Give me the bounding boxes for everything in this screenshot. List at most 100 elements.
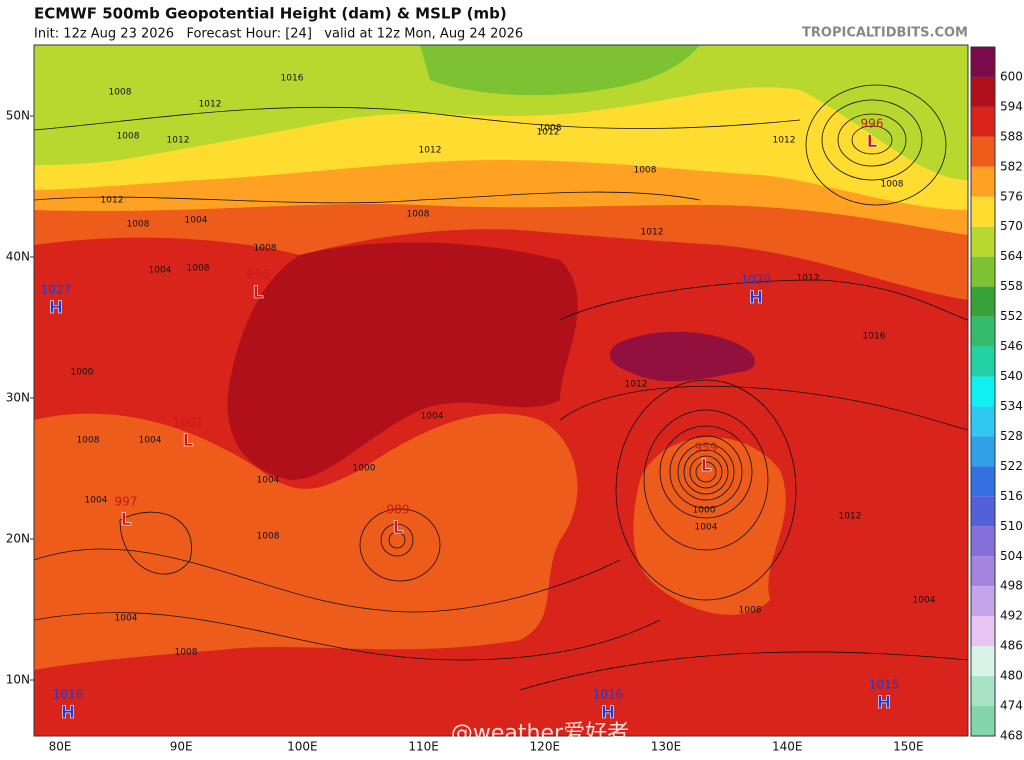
colorbar-label: 546: [1000, 339, 1023, 353]
isobar-label: 1012: [625, 380, 648, 390]
isobar-label: 1008: [881, 180, 904, 190]
colorbar-swatch: [971, 196, 995, 227]
colorbar-swatch: [971, 556, 995, 587]
isobar-label: 1000: [71, 368, 94, 378]
colorbar-swatch: [971, 346, 995, 377]
lon-label: 80E: [49, 740, 72, 754]
lon-label: 100E: [287, 740, 318, 754]
isobar-label: 1012: [167, 136, 190, 146]
lat-label: 40N: [6, 250, 30, 264]
isobar-label: 1008: [539, 124, 562, 134]
center-letter: H: [49, 298, 63, 318]
center-value: 1002: [173, 416, 204, 430]
center-value: 1020: [741, 273, 772, 287]
source: TROPICALTIDBITS.COM: [802, 26, 968, 41]
colorbar-label: 528: [1000, 429, 1023, 443]
field-564: [34, 45, 968, 180]
center-letter: H: [877, 693, 891, 713]
colorbar-swatch: [971, 466, 995, 497]
center-letter: H: [601, 703, 615, 723]
colorbar-swatch: [971, 316, 995, 347]
isobar-label: 1012: [537, 128, 560, 138]
title: ECMWF 500mb Geopotential Height (dam) & …: [34, 5, 507, 23]
isobar-label: 1004: [913, 596, 936, 606]
lon-label: 90E: [170, 740, 193, 754]
isobar-label: 1008: [407, 210, 430, 220]
colorbar-swatch: [971, 676, 995, 707]
colorbar-label: 480: [1000, 669, 1023, 683]
center-letter: L: [393, 518, 404, 538]
field-600: [610, 331, 755, 382]
colorbar-swatch: [971, 76, 995, 107]
colorbar-label: 552: [1000, 309, 1023, 323]
isobar-label: 1004: [257, 476, 280, 486]
colorbar-swatch: [971, 376, 995, 407]
isobar-label: 1008: [77, 436, 100, 446]
colorbar-swatch: [971, 106, 995, 137]
colorbar-swatch: [971, 47, 995, 77]
lat-label: 50N: [6, 109, 30, 123]
isobar-label: 1000: [353, 464, 376, 474]
center-value: 959: [695, 441, 718, 455]
center-value: 996: [247, 268, 270, 282]
colorbar-swatch: [971, 406, 995, 437]
colorbar-frame: [970, 46, 996, 737]
colorbar-label: 540: [1000, 369, 1023, 383]
isobar-label: 1004: [139, 436, 162, 446]
colorbar-label: 468: [1000, 729, 1023, 743]
isobar-label: 1004: [421, 412, 444, 422]
isobar-label: 1008: [175, 648, 198, 658]
center-value: 997: [115, 495, 138, 509]
lat-label: 20N: [6, 532, 30, 546]
field-582: [34, 413, 578, 670]
colorbar-swatch: [971, 526, 995, 557]
center-value: 996: [861, 117, 884, 131]
isobar-label: 1008: [739, 606, 762, 616]
isobar-label: 1016: [863, 332, 886, 342]
field-558: [420, 45, 700, 96]
colorbar-swatch: [971, 226, 995, 257]
center-letter: L: [121, 510, 132, 530]
colorbar-label: 564: [1000, 249, 1023, 263]
center-letter: L: [701, 456, 712, 476]
colorbar-label: 570: [1000, 219, 1023, 233]
isobar-label: 1012: [101, 196, 124, 206]
colorbar-swatch: [971, 256, 995, 287]
colorbar-swatch: [971, 616, 995, 647]
colorbar-label: 594: [1000, 99, 1023, 113]
colorbar-label: 522: [1000, 459, 1023, 473]
colorbar-label: 558: [1000, 279, 1023, 293]
colorbar-swatch: [971, 586, 995, 617]
colorbar-swatch: [971, 136, 995, 167]
isobar-label: 1008: [634, 166, 657, 176]
lon-label: 120E: [530, 740, 561, 754]
isobar-label: 1008: [127, 220, 150, 230]
colorbar-swatch: [971, 436, 995, 467]
colorbar-swatch: [971, 496, 995, 527]
isobar-label: 1016: [281, 74, 304, 84]
center-value: 1016: [53, 688, 84, 702]
center-value: 1027: [41, 283, 72, 297]
map-frame: [33, 44, 969, 737]
field-594: [227, 242, 578, 480]
colorbar-label: 600: [1000, 69, 1023, 83]
isobar-label: 1004: [115, 614, 138, 624]
colorbar-label: 510: [1000, 519, 1023, 533]
center-value: 989: [387, 503, 410, 517]
isobar-label: 1012: [641, 228, 664, 238]
colorbar-label: 582: [1000, 159, 1023, 173]
isobar-label: 1004: [695, 523, 718, 533]
isobar-label: 1008: [254, 244, 277, 254]
isobar-label: 1008: [187, 264, 210, 274]
colorbar-label: 576: [1000, 189, 1023, 203]
center-value: 1015: [869, 678, 900, 692]
lat-label: 30N: [6, 391, 30, 405]
center-letter: L: [867, 132, 878, 152]
colorbar-label: 492: [1000, 609, 1023, 623]
lon-label: 130E: [651, 740, 682, 754]
center-letter: L: [183, 431, 194, 451]
isobar-label: 1004: [185, 216, 208, 226]
colorbar-label: 474: [1000, 699, 1023, 713]
colorbar-label: 486: [1000, 639, 1023, 653]
colorbar-label: 498: [1000, 579, 1023, 593]
